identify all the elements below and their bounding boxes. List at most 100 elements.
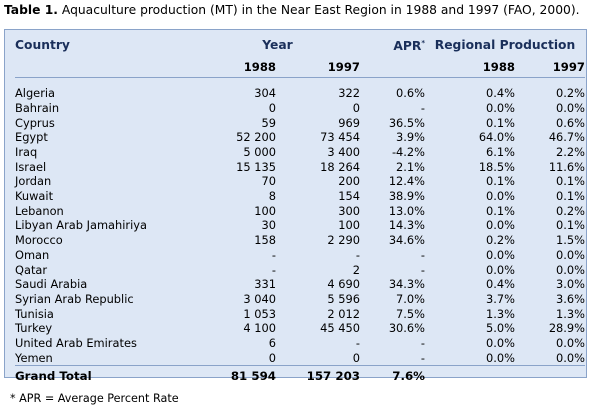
table-row: Turkey 4 100 45 450 30.6% 5.0% 28.9% (15, 321, 585, 336)
footnote: * APR = Average Percent Rate (10, 392, 179, 405)
cell-y1997: 322 (338, 86, 360, 101)
header-year: Year (262, 37, 293, 52)
cell-y1997: 2 290 (327, 233, 360, 248)
cell-country: Lebanon (15, 203, 64, 218)
cell-r1988: 0.4% (486, 277, 515, 292)
header-blank (15, 57, 195, 78)
table-row: Qatar - 2 - 0.0% 0.0% (15, 263, 585, 278)
header-row-primary: Country Year APR* Regional Production (15, 32, 585, 57)
table-row: Israel 15 135 18 264 2.1% 18.5% 11.6% (15, 160, 585, 175)
cell-country: Algeria (15, 86, 56, 101)
cell-apr: 30.6% (388, 321, 425, 336)
header-regional-1988: 1988 (482, 60, 515, 75)
cell-apr: 38.9% (388, 189, 425, 204)
cell-apr: 36.5% (388, 115, 425, 130)
cell-r1997: 0.0% (556, 336, 585, 351)
cell-country: Cyprus (15, 115, 55, 130)
table-row: Saudi Arabia 331 4 690 34.3% 0.4% 3.0% (15, 277, 585, 292)
cell-country: Egypt (15, 130, 48, 145)
cell-y1988: 4 100 (243, 321, 276, 336)
grand-total-row: Grand Total 81 594 157 203 7.6% (15, 365, 585, 387)
cell-r1988: 18.5% (478, 159, 515, 174)
table-title-text: Aquaculture production (MT) in the Near … (61, 3, 580, 17)
cell-r1997: 1.3% (556, 306, 585, 321)
table-row: Kuwait 8 154 38.9% 0.0% 0.1% (15, 189, 585, 204)
table-row: Tunisia 1 053 2 012 7.5% 1.3% 1.3% (15, 307, 585, 322)
cell-country: Jordan (15, 174, 52, 189)
cell-y1988: 0 (268, 100, 276, 115)
cell-y1988: 304 (254, 86, 276, 101)
cell-r1988: 0.1% (486, 203, 515, 218)
cell-y1997: 5 596 (327, 291, 360, 306)
cell-r1988: 3.7% (486, 291, 515, 306)
cell-r1988: 0.0% (486, 350, 515, 365)
cell-y1997: - (355, 336, 360, 351)
cell-y1988: 0 (268, 350, 276, 365)
cell-country: Syrian Arab Republic (15, 291, 134, 306)
cell-y1988: 8 (268, 189, 276, 204)
header-row-years: 1988 1997 1988 1997 (15, 57, 585, 78)
cell-apr: 7.0% (396, 291, 425, 306)
header-year-1997: 1997 (327, 60, 360, 75)
table-row: Cyprus 59 969 36.5% 0.1% 0.6% (15, 116, 585, 131)
cell-r1988: 0.0% (486, 189, 515, 204)
cell-r1988: 0.1% (486, 174, 515, 189)
table-row: Egypt 52 200 73 454 3.9% 64.0% 46.7% (15, 130, 585, 145)
table-title-label: Table 1. (4, 3, 58, 17)
total-country: Grand Total (15, 369, 92, 384)
cell-r1988: 6.1% (486, 144, 515, 159)
cell-country: Morocco (15, 233, 63, 248)
header-regional-production: Regional Production (434, 37, 576, 52)
cell-r1997: 0.0% (556, 247, 585, 262)
header-regional-1997: 1997 (552, 60, 585, 75)
cell-y1988: 5 000 (243, 144, 276, 159)
cell-country: United Arab Emirates (15, 336, 137, 351)
header-apr-blank (360, 57, 425, 78)
cell-y1997: 969 (338, 115, 360, 130)
cell-y1997: 0 (352, 100, 360, 115)
cell-r1997: 3.0% (556, 277, 585, 292)
cell-r1997: 0.0% (556, 350, 585, 365)
cell-apr: 0.6% (396, 86, 425, 101)
table-row: Bahrain 0 0 - 0.0% 0.0% (15, 101, 585, 116)
cell-apr: 34.3% (388, 277, 425, 292)
table-row: Syrian Arab Republic 3 040 5 596 7.0% 3.7% 3.… (15, 292, 585, 307)
cell-r1988: 5.0% (486, 321, 515, 336)
cell-r1988: 0.0% (486, 218, 515, 233)
cell-r1997: 0.6% (556, 115, 585, 130)
cell-country: Libyan Arab Jamahiriya (15, 218, 147, 233)
cell-r1988: 0.0% (486, 262, 515, 277)
cell-r1997: 0.1% (556, 218, 585, 233)
table-row: Libyan Arab Jamahiriya 30 100 14.3% 0.0% 0.1% (15, 218, 585, 233)
total-blank (425, 366, 515, 387)
cell-r1997: 1.5% (556, 233, 585, 248)
cell-r1997: 0.2% (556, 86, 585, 101)
cell-apr: - (420, 247, 425, 262)
table-row: Algeria 304 322 0.6% 0.4% 0.2% (15, 86, 585, 101)
cell-y1997: - (355, 247, 360, 262)
table-row: Jordan 70 200 12.4% 0.1% 0.1% (15, 174, 585, 189)
header-country: Country (15, 37, 70, 52)
cell-country: Yemen (15, 350, 53, 365)
cell-r1997: 2.2% (556, 144, 585, 159)
header-spacer (15, 78, 585, 87)
cell-country: Saudi Arabia (15, 277, 88, 292)
cell-y1988: 59 (261, 115, 277, 130)
cell-y1988: 158 (254, 233, 276, 248)
cell-y1988: 52 200 (236, 130, 276, 145)
header-apr-footnote-mark: * (421, 39, 425, 47)
total-apr: 7.6% (392, 369, 425, 384)
cell-y1997: 200 (338, 174, 360, 189)
cell-r1988: 1.3% (486, 306, 515, 321)
cell-y1997: 2 (352, 262, 360, 277)
cell-y1988: 3 040 (243, 291, 276, 306)
cell-y1988: 30 (261, 218, 277, 233)
cell-r1997: 0.0% (556, 262, 585, 277)
cell-y1997: 154 (338, 189, 360, 204)
cell-y1997: 100 (338, 218, 360, 233)
cell-r1997: 0.0% (556, 100, 585, 115)
cell-y1988: 6 (268, 336, 276, 351)
cell-country: Qatar (15, 262, 48, 277)
table-row: Iraq 5 000 3 400 -4.2% 6.1% 2.2% (15, 145, 585, 160)
table-row: Morocco 158 2 290 34.6% 0.2% 1.5% (15, 233, 585, 248)
